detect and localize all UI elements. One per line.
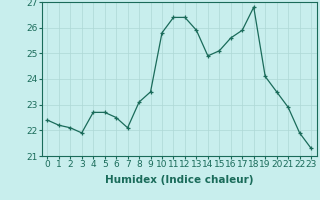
X-axis label: Humidex (Indice chaleur): Humidex (Indice chaleur) — [105, 175, 253, 185]
